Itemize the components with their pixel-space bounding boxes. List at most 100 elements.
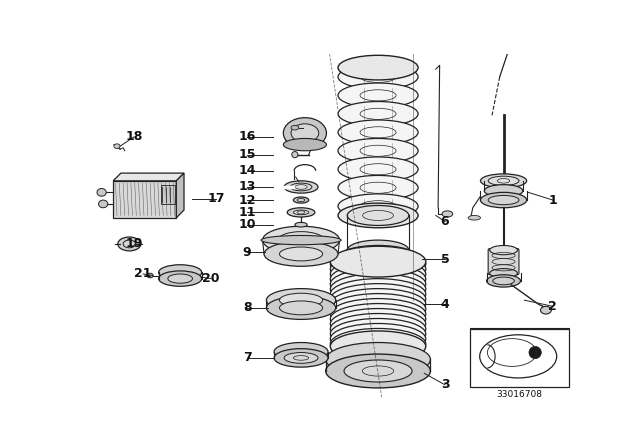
Polygon shape xyxy=(176,173,184,218)
Ellipse shape xyxy=(330,314,426,345)
Text: 1: 1 xyxy=(548,194,557,207)
Ellipse shape xyxy=(330,319,426,349)
Ellipse shape xyxy=(330,323,426,354)
Ellipse shape xyxy=(284,181,318,193)
Ellipse shape xyxy=(490,246,517,255)
Ellipse shape xyxy=(344,360,412,382)
Text: 33016708: 33016708 xyxy=(497,390,543,399)
Ellipse shape xyxy=(330,249,426,280)
Ellipse shape xyxy=(330,293,426,324)
Ellipse shape xyxy=(486,275,520,287)
Ellipse shape xyxy=(262,226,340,254)
Ellipse shape xyxy=(484,185,523,197)
Ellipse shape xyxy=(97,189,106,196)
Text: 9: 9 xyxy=(243,246,252,259)
Ellipse shape xyxy=(293,197,308,203)
Ellipse shape xyxy=(330,298,426,329)
Ellipse shape xyxy=(338,176,418,200)
Ellipse shape xyxy=(159,265,202,280)
Ellipse shape xyxy=(330,269,426,299)
Ellipse shape xyxy=(338,203,418,228)
Ellipse shape xyxy=(278,232,324,249)
Ellipse shape xyxy=(118,237,141,251)
Ellipse shape xyxy=(326,343,431,376)
Ellipse shape xyxy=(326,354,431,388)
Text: 14: 14 xyxy=(239,164,256,177)
Ellipse shape xyxy=(280,247,323,261)
Ellipse shape xyxy=(330,309,426,339)
Ellipse shape xyxy=(114,144,120,148)
Ellipse shape xyxy=(330,328,426,359)
Ellipse shape xyxy=(481,174,527,188)
Ellipse shape xyxy=(330,331,426,362)
Ellipse shape xyxy=(338,138,418,163)
Ellipse shape xyxy=(338,83,418,108)
Text: 5: 5 xyxy=(441,253,449,266)
Ellipse shape xyxy=(280,293,323,307)
Ellipse shape xyxy=(481,192,527,208)
Ellipse shape xyxy=(338,55,418,80)
Ellipse shape xyxy=(330,254,426,284)
Text: 2: 2 xyxy=(548,300,557,313)
Text: 6: 6 xyxy=(441,215,449,228)
Ellipse shape xyxy=(293,210,308,215)
Ellipse shape xyxy=(274,349,328,367)
Ellipse shape xyxy=(490,269,517,278)
Ellipse shape xyxy=(330,274,426,305)
Ellipse shape xyxy=(266,289,336,312)
Text: 21: 21 xyxy=(134,267,152,280)
Text: 8: 8 xyxy=(243,302,252,314)
Bar xyxy=(161,185,175,204)
Ellipse shape xyxy=(338,246,418,270)
Ellipse shape xyxy=(274,343,328,361)
Ellipse shape xyxy=(330,289,426,319)
Ellipse shape xyxy=(330,258,426,289)
Text: 10: 10 xyxy=(239,218,256,231)
Ellipse shape xyxy=(338,194,418,219)
Ellipse shape xyxy=(297,198,305,202)
Text: 4: 4 xyxy=(441,297,449,310)
Ellipse shape xyxy=(291,124,319,142)
Polygon shape xyxy=(113,173,184,181)
Ellipse shape xyxy=(338,65,418,89)
Ellipse shape xyxy=(348,240,409,260)
Text: 7: 7 xyxy=(243,351,252,364)
Text: 16: 16 xyxy=(239,130,256,143)
Ellipse shape xyxy=(493,277,515,285)
Text: 3: 3 xyxy=(441,379,449,392)
Text: 19: 19 xyxy=(125,237,143,250)
Ellipse shape xyxy=(338,120,418,145)
Ellipse shape xyxy=(330,284,426,314)
Ellipse shape xyxy=(280,301,323,315)
FancyBboxPatch shape xyxy=(113,181,176,218)
Ellipse shape xyxy=(338,102,418,126)
Ellipse shape xyxy=(330,279,426,310)
Ellipse shape xyxy=(541,306,551,314)
Ellipse shape xyxy=(488,195,519,205)
Ellipse shape xyxy=(348,206,409,225)
Ellipse shape xyxy=(168,274,193,283)
Ellipse shape xyxy=(99,200,108,208)
Bar xyxy=(470,329,569,387)
Ellipse shape xyxy=(292,151,298,158)
Text: 13: 13 xyxy=(239,181,256,194)
Text: 12: 12 xyxy=(239,194,256,207)
Text: 20: 20 xyxy=(202,272,220,285)
Ellipse shape xyxy=(295,222,307,227)
Ellipse shape xyxy=(338,157,418,181)
Ellipse shape xyxy=(468,215,481,220)
Ellipse shape xyxy=(264,241,338,266)
Ellipse shape xyxy=(284,353,318,363)
FancyBboxPatch shape xyxy=(488,249,519,275)
Ellipse shape xyxy=(330,264,426,294)
Ellipse shape xyxy=(442,211,452,217)
Text: 17: 17 xyxy=(207,192,225,205)
Ellipse shape xyxy=(291,183,312,191)
Ellipse shape xyxy=(147,273,153,278)
Text: 18: 18 xyxy=(125,130,143,143)
Ellipse shape xyxy=(261,236,341,245)
Ellipse shape xyxy=(330,246,426,277)
Ellipse shape xyxy=(488,176,519,185)
Circle shape xyxy=(529,346,541,359)
Ellipse shape xyxy=(159,271,202,286)
